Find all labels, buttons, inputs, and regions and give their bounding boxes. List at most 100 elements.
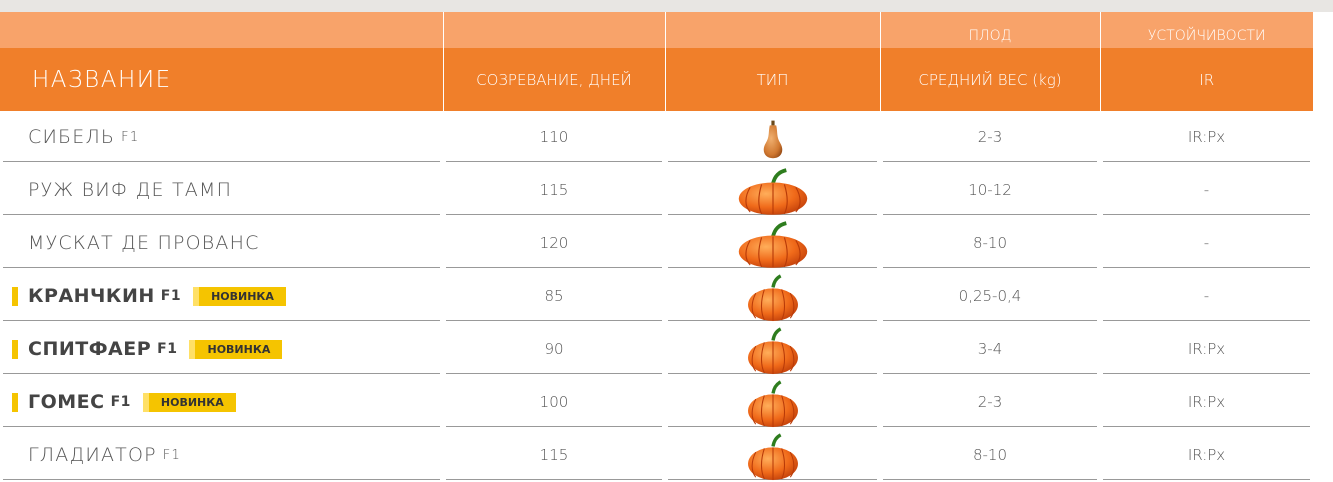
header-row: НАЗВАНИЕ СОЗРЕВАНИЕ, ДНЕЙ ТИП СРЕДНИЙ ВЕ… bbox=[0, 48, 1313, 111]
resistance-cell: - bbox=[1100, 164, 1313, 217]
name-wrap: ГЛАДИАТОР F1 bbox=[3, 431, 440, 480]
variety-name: КРАНЧКИН bbox=[28, 285, 155, 307]
name-wrap: СИБЕЛЬ F1 bbox=[3, 113, 440, 162]
days: 110 bbox=[446, 113, 662, 162]
weight: 0,25-0,4 bbox=[883, 272, 1097, 321]
hybrid-suffix: F1 bbox=[157, 341, 177, 357]
type-wrap bbox=[668, 431, 877, 480]
days-cell: 90 bbox=[443, 323, 665, 376]
type-wrap bbox=[668, 219, 877, 268]
resistance: - bbox=[1103, 166, 1310, 215]
header-column: НАЗВАНИЕ bbox=[0, 48, 443, 111]
top-bar bbox=[0, 0, 1333, 12]
header-column: ТИП bbox=[665, 48, 880, 111]
days: 115 bbox=[446, 431, 662, 480]
days-cell: 85 bbox=[443, 270, 665, 323]
weight-cell: 10-12 bbox=[880, 164, 1100, 217]
pumpkin-icon bbox=[744, 380, 802, 428]
weight: 3-4 bbox=[883, 325, 1097, 374]
type-cell bbox=[665, 270, 880, 323]
type-cell bbox=[665, 164, 880, 217]
weight: 8-10 bbox=[883, 431, 1097, 480]
hybrid-suffix: F1 bbox=[111, 394, 131, 410]
resistance: IR:Px bbox=[1103, 431, 1310, 480]
type-wrap bbox=[668, 378, 877, 427]
new-badge: НОВИНКА bbox=[193, 287, 286, 306]
pumpkin-icon bbox=[735, 168, 811, 216]
resistance-cell: IR:Px bbox=[1100, 323, 1313, 376]
type-cell bbox=[665, 323, 880, 376]
table-row: РУЖ ВИФ ДЕ ТАМП 115 10-12- bbox=[0, 164, 1313, 217]
days-cell: 115 bbox=[443, 429, 665, 482]
days: 85 bbox=[446, 272, 662, 321]
header-cell bbox=[443, 12, 665, 48]
weight: 2-3 bbox=[883, 378, 1097, 427]
resistance: IR:Px bbox=[1103, 113, 1310, 162]
resistance: - bbox=[1103, 219, 1310, 268]
name-cell: ГЛАДИАТОР F1 bbox=[0, 429, 443, 482]
header-column: СОЗРЕВАНИЕ, ДНЕЙ bbox=[443, 48, 665, 111]
resistance-cell: - bbox=[1100, 270, 1313, 323]
days-cell: 110 bbox=[443, 111, 665, 164]
variety-name: РУЖ ВИФ ДЕ ТАМП bbox=[28, 179, 232, 201]
weight: 2-3 bbox=[883, 113, 1097, 162]
header-group: УСТОЙЧИВОСТИ bbox=[1100, 12, 1313, 48]
resistance-cell: IR:Px bbox=[1100, 429, 1313, 482]
weight: 10-12 bbox=[883, 166, 1097, 215]
header-cell bbox=[665, 12, 880, 48]
new-marker bbox=[12, 340, 18, 359]
days: 90 bbox=[446, 325, 662, 374]
header-group: ПЛОД bbox=[880, 12, 1100, 48]
weight-cell: 8-10 bbox=[880, 429, 1100, 482]
name-cell: РУЖ ВИФ ДЕ ТАМП bbox=[0, 164, 443, 217]
days-cell: 120 bbox=[443, 217, 665, 270]
days: 120 bbox=[446, 219, 662, 268]
variety-name: ГЛАДИАТОР bbox=[28, 444, 157, 466]
header-cell bbox=[0, 12, 443, 48]
name-cell: КРАНЧКИН F1 НОВИНКА bbox=[0, 270, 443, 323]
varieties-table: ПЛОД УСТОЙЧИВОСТИ НАЗВАНИЕ СОЗРЕВАНИЕ, Д… bbox=[0, 12, 1313, 482]
hybrid-suffix: F1 bbox=[121, 130, 139, 145]
resistance-cell: - bbox=[1100, 217, 1313, 270]
weight-cell: 0,25-0,4 bbox=[880, 270, 1100, 323]
new-marker bbox=[12, 393, 18, 412]
header-group-row: ПЛОД УСТОЙЧИВОСТИ bbox=[0, 12, 1313, 48]
header-column: СРЕДНИЙ ВЕС (kg) bbox=[880, 48, 1100, 111]
resistance-cell: IR:Px bbox=[1100, 111, 1313, 164]
type-cell bbox=[665, 429, 880, 482]
hybrid-suffix: F1 bbox=[161, 288, 181, 304]
pumpkin-icon bbox=[744, 433, 802, 481]
resistance-cell: IR:Px bbox=[1100, 376, 1313, 429]
page: ПЛОД УСТОЙЧИВОСТИ НАЗВАНИЕ СОЗРЕВАНИЕ, Д… bbox=[0, 0, 1333, 470]
weight-cell: 2-3 bbox=[880, 111, 1100, 164]
days: 100 bbox=[446, 378, 662, 427]
hybrid-suffix: F1 bbox=[163, 448, 181, 463]
weight-cell: 8-10 bbox=[880, 217, 1100, 270]
type-cell bbox=[665, 217, 880, 270]
header-column: IR bbox=[1100, 48, 1313, 111]
pumpkin-icon bbox=[735, 221, 811, 269]
name-wrap: МУСКАТ ДЕ ПРОВАНС bbox=[3, 219, 440, 268]
days: 115 bbox=[446, 166, 662, 215]
resistance: IR:Px bbox=[1103, 378, 1310, 427]
type-wrap bbox=[668, 113, 877, 162]
table-row: КРАНЧКИН F1 НОВИНКА 85 0,25-0,4- bbox=[0, 270, 1313, 323]
pumpkin-icon bbox=[744, 274, 802, 322]
new-marker bbox=[12, 287, 18, 306]
days-cell: 115 bbox=[443, 164, 665, 217]
variety-name: СИБЕЛЬ bbox=[28, 126, 115, 148]
name-wrap: РУЖ ВИФ ДЕ ТАМП bbox=[3, 166, 440, 215]
weight-cell: 2-3 bbox=[880, 376, 1100, 429]
type-wrap bbox=[668, 272, 877, 321]
resistance: - bbox=[1103, 272, 1310, 321]
type-wrap bbox=[668, 325, 877, 374]
type-wrap bbox=[668, 166, 877, 215]
